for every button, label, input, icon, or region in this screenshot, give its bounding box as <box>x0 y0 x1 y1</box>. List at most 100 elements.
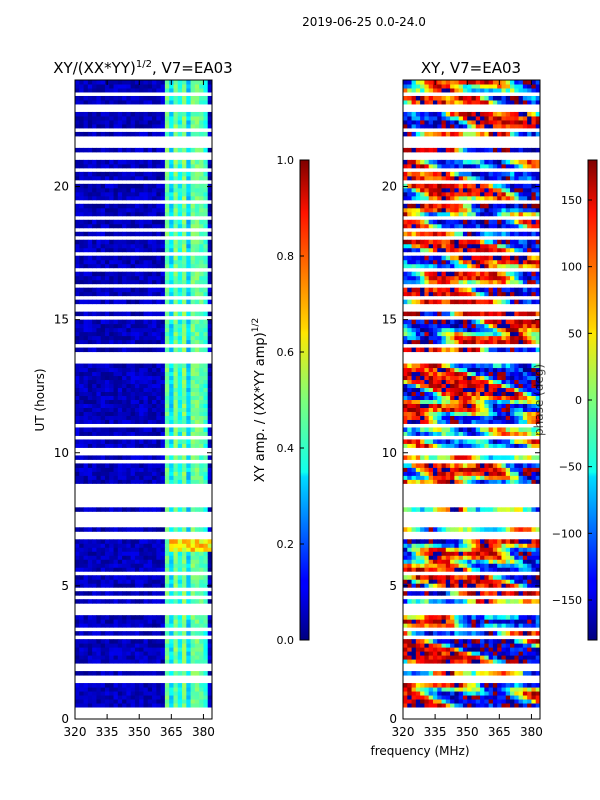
phase-cell <box>484 575 490 580</box>
amplitude-cell <box>169 427 174 432</box>
amplitude-cell <box>143 691 149 696</box>
amplitude-cell <box>75 383 80 389</box>
amplitude-cell <box>169 191 174 197</box>
phase-cell <box>407 539 413 544</box>
amplitude-cell <box>194 383 200 389</box>
amplitude-cell <box>173 699 179 704</box>
phase-cell <box>432 683 438 688</box>
amplitude-cell <box>143 399 149 404</box>
amplitude-cell <box>173 703 179 708</box>
phase-cell <box>450 403 455 408</box>
amplitude-cell <box>207 123 212 129</box>
amplitude-cell <box>207 439 212 444</box>
amplitude-cell <box>194 263 200 269</box>
phase-cell <box>535 471 540 476</box>
amplitude-cell <box>152 311 157 317</box>
amplitude-cell <box>147 339 153 345</box>
amplitude-cell <box>152 539 157 544</box>
amplitude-cell <box>100 363 106 369</box>
phase-cell <box>488 463 494 468</box>
phase-cell <box>411 691 417 696</box>
amplitude-cell <box>160 115 166 121</box>
amplitude-cell <box>147 575 153 580</box>
amplitude-cell <box>92 599 97 604</box>
phase-cell <box>501 427 507 432</box>
amplitude-cell <box>207 99 212 105</box>
amplitude-cell <box>173 247 179 253</box>
amplitude-cell <box>87 583 93 588</box>
amplitude-cell <box>207 695 212 700</box>
phase-cell <box>535 539 540 544</box>
phase-cell <box>432 623 438 628</box>
amplitude-cell <box>109 259 115 265</box>
amplitude-cell <box>134 395 140 400</box>
phase-cell <box>407 559 413 564</box>
amplitude-cell <box>160 331 166 337</box>
phase-cell <box>450 527 455 532</box>
phase-cell <box>518 387 524 393</box>
amplitude-cell <box>79 463 85 468</box>
amplitude-cell <box>207 431 212 436</box>
phase-cell <box>420 659 425 664</box>
phase-cell <box>411 403 417 408</box>
amplitude-cell <box>207 259 212 265</box>
amplitude-cell <box>79 119 85 125</box>
amplitude-cell <box>87 339 93 345</box>
phase-cell <box>424 703 430 708</box>
amplitude-cell <box>83 263 89 269</box>
phase-cell <box>535 463 540 468</box>
amplitude-cell <box>87 259 93 265</box>
phase-cell <box>424 547 430 552</box>
phase-cell <box>488 399 494 404</box>
amplitude-cell <box>79 147 85 153</box>
phase-cell <box>522 383 528 389</box>
amplitude-cell <box>160 659 166 664</box>
amplitude-cell <box>173 371 179 377</box>
amplitude-cell <box>130 695 136 700</box>
amplitude-cell <box>75 387 80 393</box>
amplitude-cell <box>194 591 200 596</box>
amplitude-cell <box>169 211 174 217</box>
phase-cell <box>492 591 498 596</box>
phase-cell <box>415 647 421 652</box>
phase-cell <box>518 471 524 476</box>
amplitude-cell <box>104 223 110 229</box>
amplitude-cell <box>177 651 183 656</box>
amplitude-cell <box>173 671 179 676</box>
phase-cell <box>514 547 520 552</box>
amplitude-cell <box>83 687 89 692</box>
amplitude-cell <box>147 243 153 249</box>
phase-cell <box>437 643 443 648</box>
amplitude-cell <box>186 183 192 189</box>
phase-cell <box>445 431 451 436</box>
amplitude-cell <box>139 291 144 297</box>
phase-cell <box>437 647 443 652</box>
phase-cell <box>531 579 537 584</box>
amplitude-cell <box>190 195 196 201</box>
amplitude-cell <box>122 699 127 704</box>
phase-cell <box>415 687 421 692</box>
amplitude-cell <box>96 683 102 688</box>
phase-cell <box>420 443 425 448</box>
amplitude-cell <box>156 467 162 472</box>
amplitude-cell <box>186 119 192 125</box>
phase-cell <box>454 399 460 404</box>
phase-cell <box>505 687 511 692</box>
amplitude-cell <box>79 623 85 628</box>
amplitude-cell <box>75 195 80 201</box>
amplitude-cell <box>177 455 183 460</box>
amplitude-cell <box>113 583 119 588</box>
amplitude-cell <box>126 279 132 285</box>
phase-cell <box>514 403 520 408</box>
amplitude-cell <box>186 547 192 552</box>
amplitude-cell <box>156 639 162 644</box>
amplitude-cell <box>104 275 110 281</box>
phase-cell <box>458 683 464 688</box>
amplitude-cell <box>147 479 153 484</box>
amplitude-cell <box>173 375 179 381</box>
phase-cell <box>514 703 520 708</box>
amplitude-cell <box>190 563 196 568</box>
amplitude-cell <box>203 431 209 436</box>
amplitude-cell <box>130 111 136 117</box>
amplitude-cell <box>122 687 127 692</box>
